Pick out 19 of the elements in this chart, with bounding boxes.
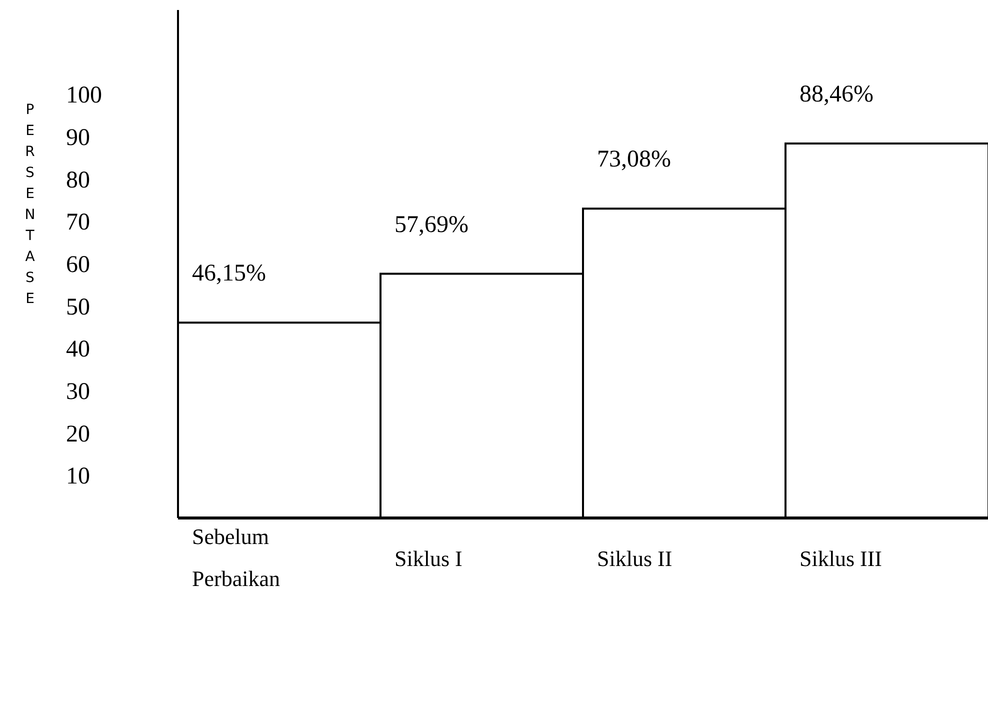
text: PERSENTASE	[24, 102, 36, 307]
x-tick-label: Siklus I	[394, 546, 462, 571]
data-label: 46,15%	[192, 260, 266, 287]
y-tick-label: 30	[66, 379, 90, 405]
x-tick-label: Sebelum Perbaikan	[192, 524, 280, 591]
x-tick-label: Siklus II	[597, 546, 672, 571]
y-tick-label: 90	[66, 125, 90, 151]
y-tick-label: 60	[66, 252, 90, 278]
y-tick-label: 70	[66, 210, 90, 236]
data-label: 57,69%	[394, 212, 468, 238]
y-tick-label: 20	[66, 421, 90, 448]
y-tick-label: 80	[66, 167, 90, 194]
data-label: 73,08%	[597, 146, 671, 173]
y-tick-label: 10	[66, 464, 90, 490]
y-tick-label: 40	[66, 336, 90, 363]
y-tick-label: 100	[66, 82, 102, 109]
y-tick-label: 50	[66, 294, 90, 320]
x-tick-label: Siklus III	[800, 546, 882, 571]
data-label: 88,46%	[800, 82, 874, 108]
